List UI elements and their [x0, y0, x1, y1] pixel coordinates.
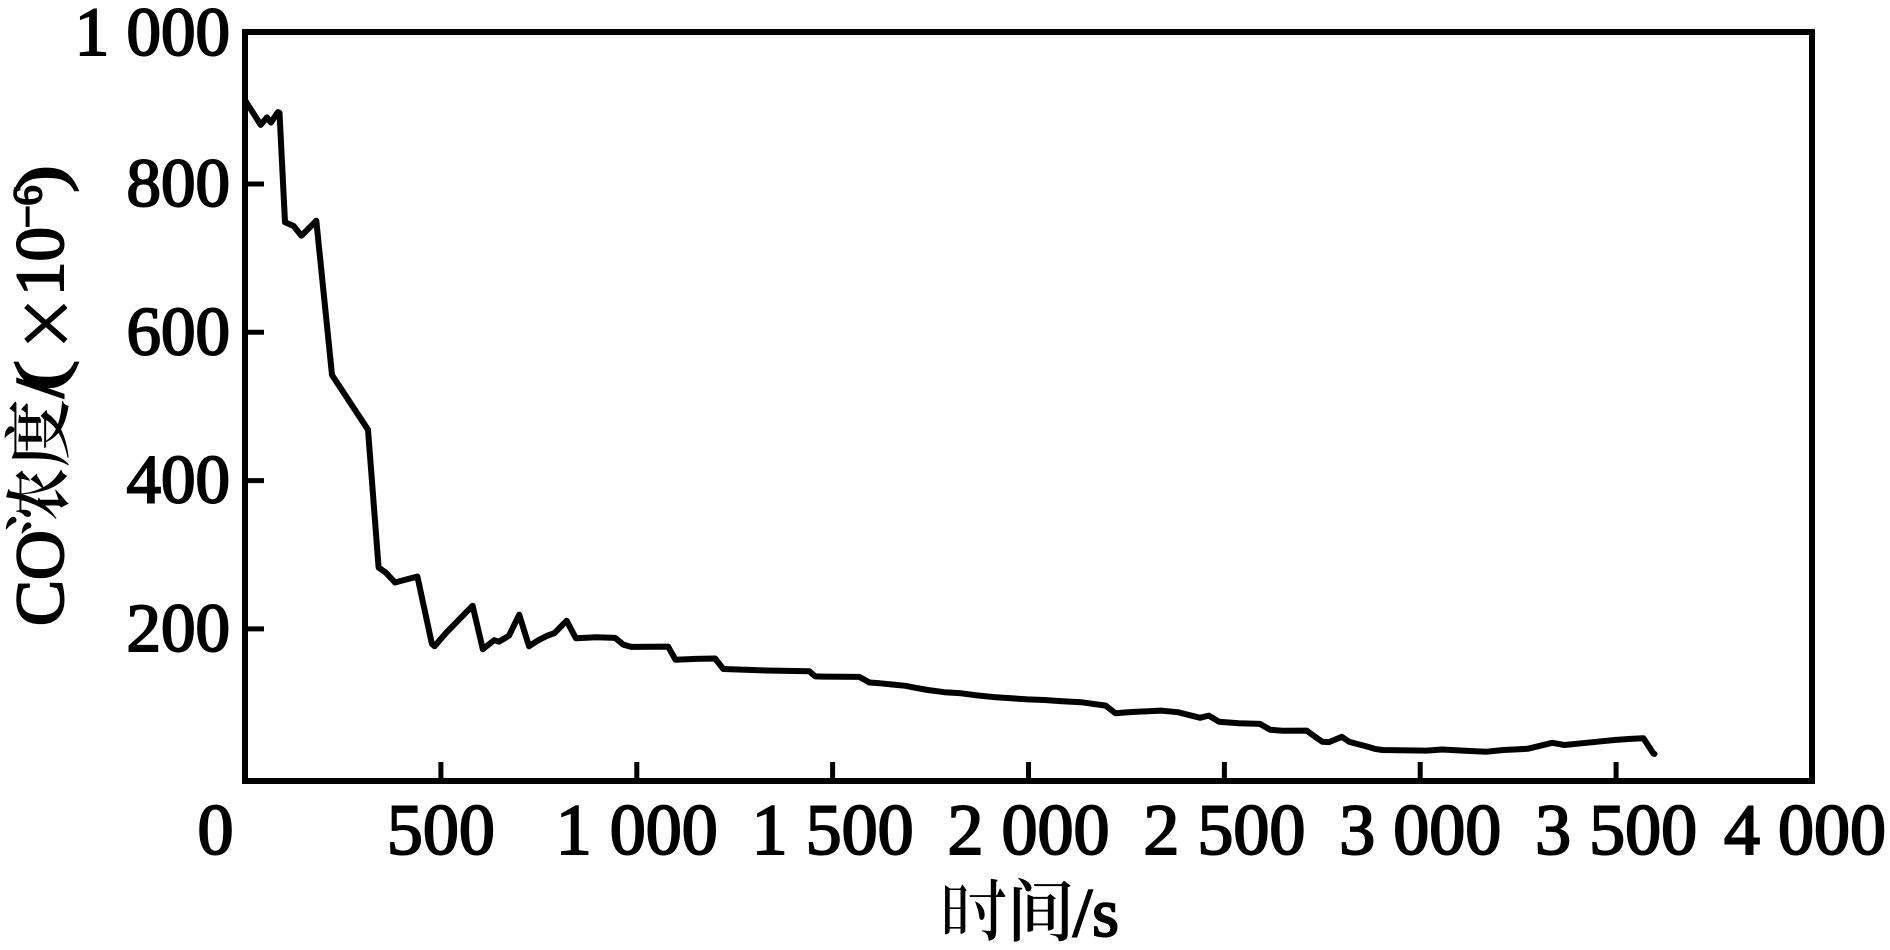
- svg-text:600: 600: [127, 293, 231, 369]
- svg-text:): ): [2, 165, 78, 193]
- svg-text:0: 0: [198, 790, 234, 870]
- svg-text:/s: /s: [1073, 875, 1119, 950]
- svg-text:4 000: 4 000: [1724, 790, 1886, 870]
- svg-text:3 500: 3 500: [1535, 790, 1697, 870]
- svg-text:/: /: [2, 378, 78, 398]
- svg-text:CO: CO: [2, 530, 78, 626]
- svg-text:1 500: 1 500: [752, 790, 914, 870]
- svg-text:1 000: 1 000: [556, 790, 718, 870]
- svg-text:10: 10: [2, 227, 78, 296]
- svg-text:−6: −6: [5, 185, 50, 228]
- svg-text:1 000: 1 000: [75, 0, 230, 70]
- svg-text:2 500: 2 500: [1143, 790, 1305, 870]
- svg-text:800: 800: [127, 145, 231, 221]
- svg-text:(: (: [2, 360, 79, 391]
- svg-text:2 000: 2 000: [948, 790, 1110, 870]
- svg-text:200: 200: [127, 590, 231, 666]
- svg-text:400: 400: [127, 442, 231, 518]
- svg-text:500: 500: [387, 790, 495, 870]
- svg-text:3 000: 3 000: [1339, 790, 1501, 870]
